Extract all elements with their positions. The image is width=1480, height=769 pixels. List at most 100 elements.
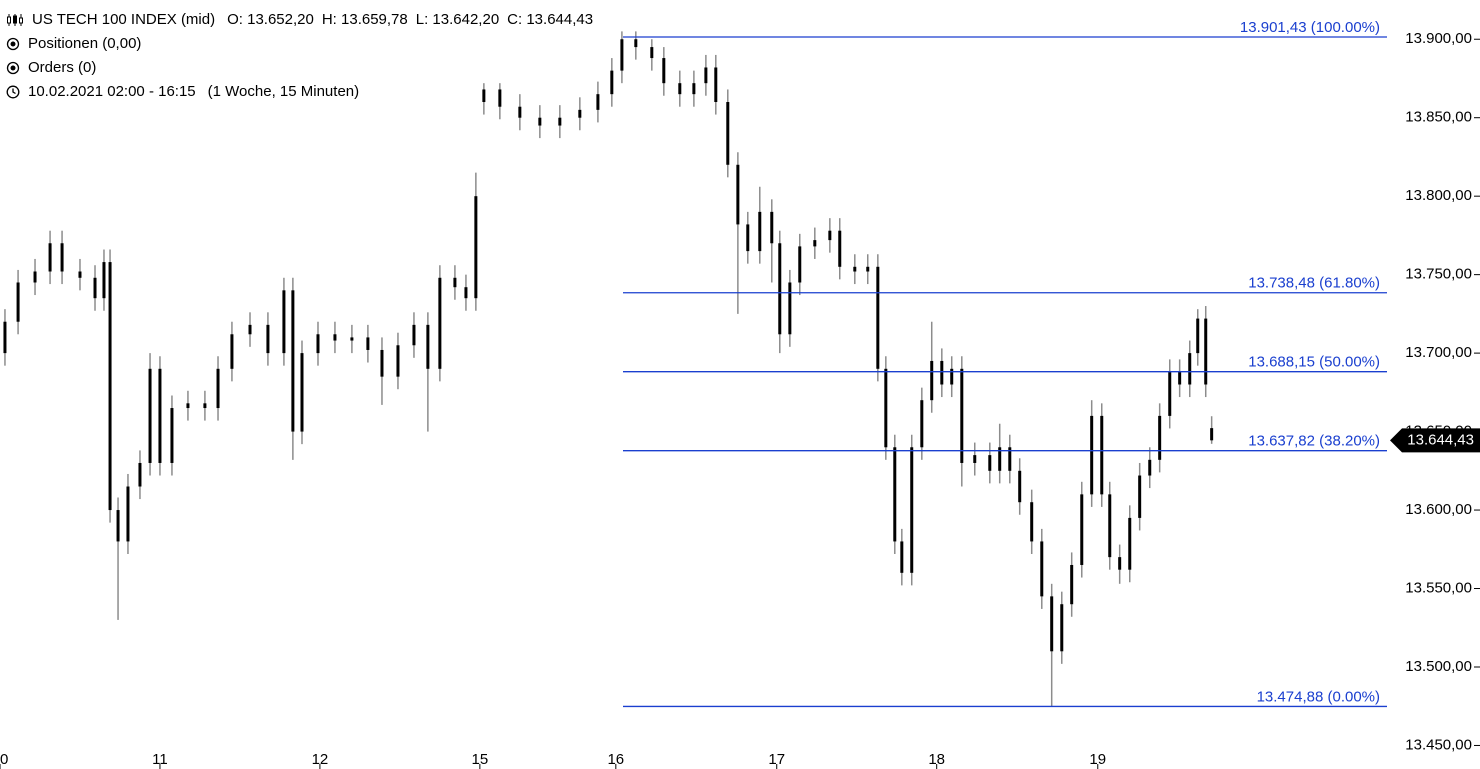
y-tick-label: 13.500,00 [1405,658,1472,675]
candle-body [1040,541,1044,597]
candle-body [1204,318,1208,385]
candle-body [1030,502,1034,542]
candle-body [930,360,934,401]
candle-body [498,89,502,107]
positions[interactable]: Positionen (0,00) [28,35,142,52]
candle-body [282,290,286,354]
interval: (1 Woche, 15 Minuten) [207,83,360,100]
x-tick-label: 19 [1089,751,1106,768]
candle-body [866,266,870,272]
x-tick-label: 10 [0,751,8,768]
candle-body [474,196,478,299]
candle-body [482,89,486,103]
candle-body [1148,459,1152,476]
positions-row[interactable]: Positionen (0,00) [6,32,593,56]
candle-body [158,368,162,463]
candle-body [186,403,190,409]
candle-body [1138,475,1142,518]
y-tick-label: 13.450,00 [1405,736,1472,753]
candle-body [634,39,638,48]
candle-body [998,447,1002,471]
candle-body [900,541,904,573]
candle-body [1070,564,1074,605]
chart-header: US TECH 100 INDEX (mid) O: 13.652,20 H: … [6,8,593,104]
candle-body [884,368,888,448]
candle-body [78,271,82,278]
candle-body [853,266,857,272]
candle-body [920,400,924,448]
orders[interactable]: Orders (0) [28,59,97,76]
candle-body [248,324,252,335]
candle-body [662,58,666,84]
candle-body [1128,517,1132,570]
candle-body [988,455,992,471]
last-price-label: 13.644,43 [1407,431,1474,448]
candle-body [333,334,337,341]
candle-body [102,262,106,299]
candle-body [610,70,614,95]
candle-body [940,360,944,385]
x-tick-label: 18 [928,751,945,768]
candle-body [893,447,897,542]
candle-body [620,39,624,71]
candle-body [746,224,750,252]
candle-body [678,83,682,95]
candle-body [380,349,384,377]
candle-body [798,246,802,283]
candle-body [1090,415,1094,495]
candle-body [138,462,142,487]
candle-body [692,83,696,95]
ohlc-high: H: 13.659,78 [321,11,408,28]
y-tick-label: 13.700,00 [1405,344,1472,361]
candle-body [1196,318,1200,354]
candle-body [16,282,20,322]
candle-body [230,334,234,369]
candle-body [1108,494,1112,558]
fib-label: 13.901,43 (100.00%) [1240,19,1380,36]
candle-body [396,345,400,377]
candle-body [813,240,817,247]
candle-body [538,117,542,126]
period: 10.02.2021 02:00 - 16:15 [28,83,196,100]
candle-body [116,510,120,542]
candle-body [714,67,718,103]
candle-body [596,94,600,110]
candle-body [950,368,954,385]
ohlc-open: O: 13.652,20 [227,11,314,28]
candle-body [650,47,654,59]
y-tick-label: 13.850,00 [1405,109,1472,126]
ohlc-low: L: 13.642,20 [415,11,500,28]
candle-body [828,230,832,241]
y-tick-label: 13.750,00 [1405,266,1472,283]
ohlc-close: C: 13.644,43 [507,11,594,28]
candle-body [1188,353,1192,385]
candle-body [350,337,354,341]
x-tick-label: 16 [607,751,624,768]
candle-body [1168,371,1172,416]
candle-body [1008,447,1012,471]
candle-body [1060,604,1064,652]
candle-body [1158,415,1162,460]
fib-label: 13.637,82 (38.20%) [1248,433,1380,450]
fib-label: 13.738,48 (61.80%) [1248,275,1380,292]
orders-row[interactable]: Orders (0) [6,56,593,80]
candle-body [1178,371,1182,385]
candle-body [300,353,304,432]
y-tick-label: 13.550,00 [1405,579,1472,596]
candle-body [578,109,582,118]
candle-body [48,243,52,272]
candle-body [108,262,112,511]
candle-icon [7,14,23,26]
candle-body [704,67,708,84]
candle-body [1050,596,1054,652]
x-tick-label: 12 [312,751,329,768]
radio-icon [6,61,20,75]
candle-body [973,455,977,463]
instrument: US TECH 100 INDEX (mid) [32,11,216,28]
candle-body [33,271,37,283]
fib-label: 13.688,15 (50.00%) [1248,354,1380,371]
candle-body [148,368,152,463]
candle-body [203,403,207,409]
candle-body [770,211,774,244]
last-price-marker [1390,428,1480,453]
